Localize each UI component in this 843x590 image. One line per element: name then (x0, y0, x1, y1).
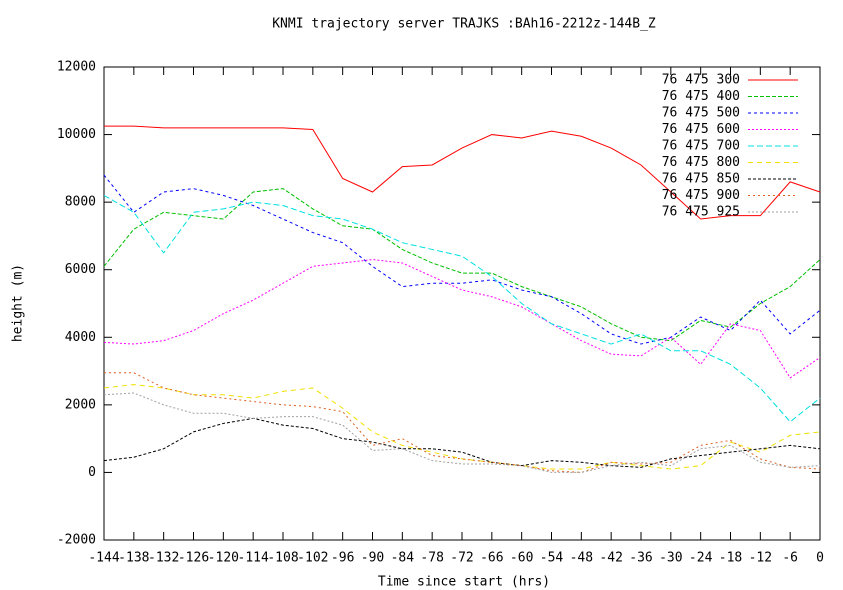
x-tick-label: -48 (570, 551, 593, 566)
x-tick-label: -114 (238, 551, 269, 566)
x-tick-label: -90 (361, 551, 384, 566)
x-tick-label: -72 (450, 551, 473, 566)
x-tick-label: -66 (480, 551, 503, 566)
legend-label: 76 475 300 (662, 73, 740, 88)
x-tick-label: -144 (88, 551, 119, 566)
series-line (103, 384, 821, 470)
chart-title: KNMI trajectory server TRAJKS :BAh16-221… (272, 17, 656, 32)
legend-label: 76 475 600 (662, 122, 740, 137)
x-tick-label: -138 (118, 551, 149, 566)
series-line (103, 174, 821, 345)
legend-label: 76 475 925 (662, 205, 740, 220)
x-tick-label: -24 (689, 551, 713, 566)
x-tick-label: -132 (148, 551, 179, 566)
y-tick-label: 12000 (57, 60, 96, 75)
legend-label: 76 475 900 (662, 188, 740, 203)
x-tick-label: -30 (659, 551, 682, 566)
x-tick-label: -60 (510, 551, 533, 566)
y-tick-label: 8000 (65, 195, 96, 210)
x-tick-label: -96 (331, 551, 354, 566)
series-line (103, 417, 821, 468)
y-tick-label: 10000 (57, 127, 96, 142)
series-line (103, 188, 821, 342)
y-tick-label: 2000 (65, 397, 96, 412)
x-tick-label: -84 (391, 551, 415, 566)
x-tick-label: -102 (297, 551, 328, 566)
y-tick-label: -2000 (57, 533, 96, 548)
legend-label: 76 475 500 (662, 106, 740, 121)
x-tick-label: -126 (178, 551, 209, 566)
series-line (104, 125, 821, 220)
x-tick-label: -6 (782, 551, 798, 566)
series-line (103, 194, 821, 423)
x-tick-label: -42 (599, 551, 622, 566)
legend-label: 76 475 700 (662, 139, 740, 154)
series-line (103, 259, 821, 379)
x-tick-label: 0 (816, 551, 824, 566)
legend-label: 76 475 850 (662, 172, 740, 187)
legend-label: 76 475 400 (662, 89, 740, 104)
x-axis-label: Time since start (hrs) (378, 575, 550, 590)
x-tick-label: -36 (629, 551, 652, 566)
y-axis-label: height (m) (11, 264, 26, 342)
x-tick-label: -12 (749, 551, 772, 566)
x-tick-label: -54 (540, 551, 564, 566)
y-tick-label: 4000 (65, 330, 96, 345)
x-tick-label: -18 (719, 551, 742, 566)
y-tick-label: 6000 (65, 262, 96, 277)
x-tick-label: -78 (420, 551, 443, 566)
x-tick-label: -120 (208, 551, 239, 566)
x-tick-label: -108 (267, 551, 298, 566)
y-tick-label: 0 (88, 465, 96, 480)
legend-label: 76 475 800 (662, 155, 740, 170)
